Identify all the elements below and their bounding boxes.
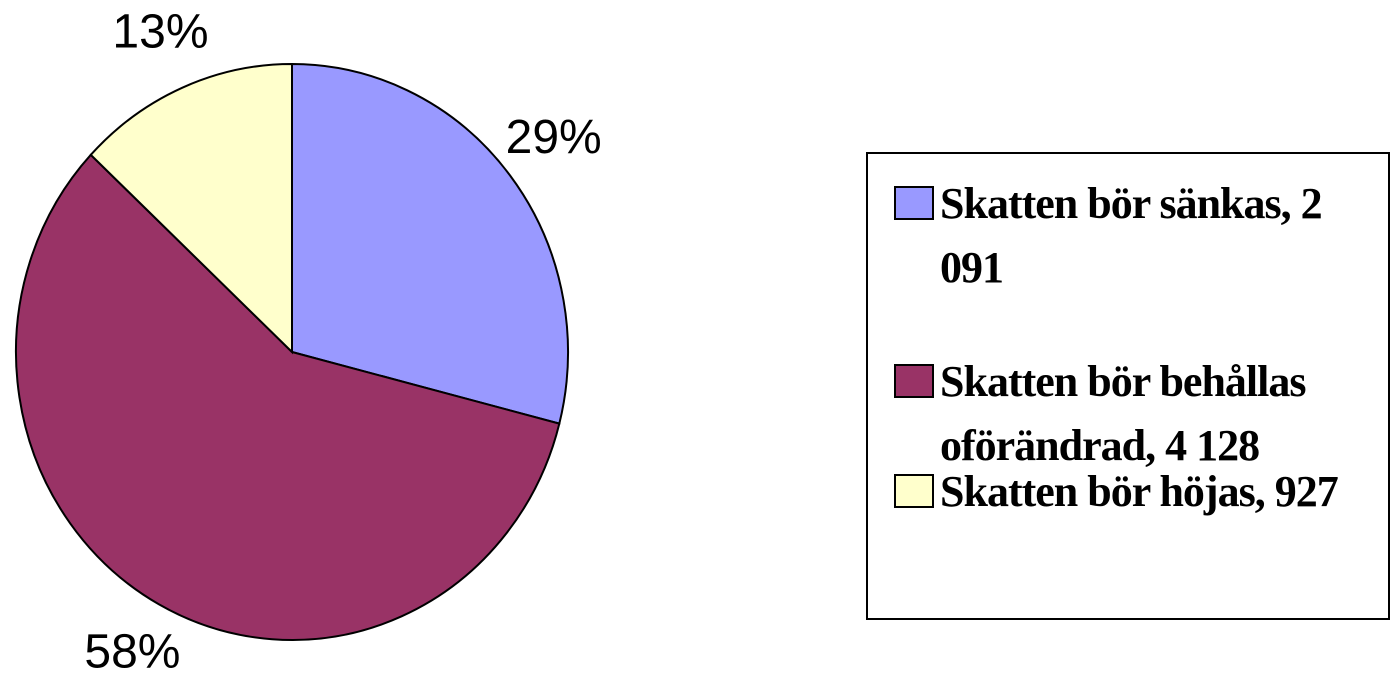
legend-swatch <box>894 186 934 220</box>
data-label: 58% <box>84 626 180 679</box>
pie-slice <box>89 62 293 355</box>
legend-item: Skatten bör höjas, 927 <box>868 460 1350 524</box>
legend-label: Skatten bör höjas, 927 <box>940 467 1339 516</box>
legend-item: Skatten bör behållas oförändrad, 4 128 <box>868 350 1350 478</box>
data-label: 13% <box>112 5 208 58</box>
pie-slice <box>291 62 569 425</box>
pie-slice <box>15 153 561 641</box>
chart: 29% 58% 13% <box>15 5 602 679</box>
legend-item: Skatten bör sänkas, 2 091 <box>868 172 1350 300</box>
legend-swatch <box>894 474 934 508</box>
data-label: 29% <box>506 111 602 164</box>
legend: Skatten bör sänkas, 2 091 Skatten bör beh… <box>866 152 1390 620</box>
legend-label: Skatten bör sänkas, 2 091 <box>940 179 1323 292</box>
legend-swatch <box>894 364 934 398</box>
legend-label: Skatten bör behållas oförändrad, 4 128 <box>940 357 1306 470</box>
